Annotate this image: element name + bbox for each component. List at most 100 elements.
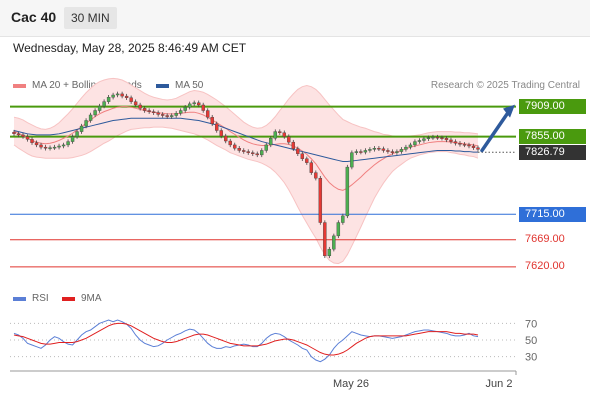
candle bbox=[413, 139, 417, 148]
candle-body bbox=[169, 115, 174, 117]
candle-body bbox=[66, 141, 70, 146]
candle-body bbox=[449, 139, 453, 142]
x-tick-label: Jun 2 bbox=[486, 378, 513, 390]
timeframe-button[interactable]: 30 MIN bbox=[64, 7, 117, 29]
candle bbox=[151, 109, 156, 115]
candle-body bbox=[323, 222, 327, 257]
candle bbox=[440, 135, 444, 141]
candle bbox=[296, 146, 300, 156]
candle bbox=[21, 132, 25, 139]
bollinger-band-area bbox=[14, 78, 478, 264]
candle-body bbox=[138, 104, 142, 109]
candle bbox=[431, 134, 435, 140]
candle bbox=[309, 160, 314, 175]
candle bbox=[458, 141, 462, 147]
candle-body bbox=[444, 138, 449, 141]
candle-body bbox=[70, 136, 75, 142]
candle-body bbox=[287, 136, 291, 143]
candle bbox=[106, 95, 111, 104]
candle bbox=[16, 131, 21, 138]
candle bbox=[228, 138, 232, 148]
candle-body bbox=[278, 131, 282, 133]
candle-body bbox=[395, 151, 399, 153]
legend-swatch-rsi bbox=[13, 296, 26, 301]
candle bbox=[287, 134, 291, 145]
candle-body bbox=[350, 152, 354, 168]
candle bbox=[386, 148, 390, 154]
candle-body bbox=[377, 148, 381, 150]
x-tick-label: May 26 bbox=[333, 378, 369, 390]
candle-body bbox=[467, 144, 471, 147]
legend-label-ma50: MA 50 bbox=[175, 80, 204, 91]
candle bbox=[210, 114, 214, 127]
candle bbox=[327, 246, 332, 259]
candle bbox=[363, 148, 368, 155]
candle bbox=[390, 149, 395, 155]
candle bbox=[120, 91, 124, 99]
candle bbox=[449, 137, 453, 144]
candle bbox=[142, 106, 147, 113]
candle-body bbox=[458, 143, 462, 145]
candle-body bbox=[16, 133, 21, 136]
legend-label-9ma: 9MA bbox=[81, 293, 102, 304]
candle-body bbox=[156, 112, 160, 115]
candle-body bbox=[341, 215, 345, 223]
legend-swatch-9ma bbox=[62, 296, 75, 301]
copyright-text: Research © 2025 Trading Central bbox=[430, 80, 580, 91]
candle-body bbox=[390, 151, 395, 153]
rsi-9ma-line bbox=[13, 322, 479, 356]
rsi-tick-label: 50 bbox=[525, 335, 537, 347]
candle bbox=[70, 134, 75, 144]
candle-body bbox=[246, 151, 250, 153]
candle-body bbox=[43, 146, 48, 149]
candle bbox=[138, 102, 142, 111]
candle-body bbox=[106, 97, 111, 102]
candle bbox=[196, 100, 201, 108]
candle-body bbox=[291, 141, 296, 149]
legend-swatch-ma50 bbox=[156, 83, 169, 88]
candle bbox=[260, 148, 264, 158]
level-label-support: 7715.00 bbox=[519, 206, 586, 222]
candle-body bbox=[381, 148, 386, 151]
candle-body bbox=[228, 140, 232, 146]
candle-body bbox=[417, 140, 422, 142]
candle-body bbox=[88, 114, 93, 121]
instrument-title: Cac 40 bbox=[11, 9, 57, 25]
candle bbox=[48, 145, 52, 151]
candle-body bbox=[233, 144, 237, 149]
candle bbox=[408, 142, 413, 150]
candle-body bbox=[30, 139, 34, 143]
candle bbox=[61, 142, 66, 149]
candle-body bbox=[192, 102, 196, 105]
candle bbox=[84, 118, 88, 129]
rsi-tick-label: 70 bbox=[525, 318, 537, 330]
candle-body bbox=[413, 141, 417, 146]
candle-body bbox=[151, 111, 156, 113]
candle-body bbox=[264, 144, 268, 151]
candle bbox=[341, 213, 345, 225]
candle-body bbox=[359, 151, 363, 153]
candle-body bbox=[282, 132, 286, 137]
ma50-line bbox=[13, 117, 478, 163]
candle-body bbox=[453, 141, 458, 144]
candle-body bbox=[102, 101, 106, 107]
candle-body bbox=[399, 149, 404, 152]
candle bbox=[219, 128, 223, 139]
candle-body bbox=[309, 162, 314, 173]
candle bbox=[178, 108, 183, 116]
candle-body bbox=[372, 148, 377, 150]
candle-body bbox=[187, 103, 192, 108]
candle-body bbox=[93, 110, 97, 116]
candle-body bbox=[471, 145, 476, 148]
candle-body bbox=[129, 97, 133, 102]
candle bbox=[39, 142, 43, 150]
candle-body bbox=[255, 153, 259, 156]
candle-body bbox=[196, 102, 201, 106]
candle bbox=[129, 95, 133, 104]
candle bbox=[269, 136, 273, 148]
candle-body bbox=[386, 150, 390, 152]
candle-body bbox=[201, 104, 205, 111]
candle bbox=[453, 139, 458, 146]
candle bbox=[305, 156, 309, 165]
